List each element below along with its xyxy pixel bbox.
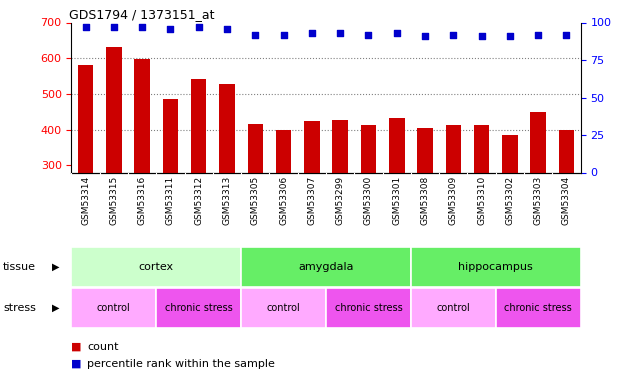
Text: GSM53309: GSM53309	[449, 176, 458, 225]
Text: tissue: tissue	[3, 262, 36, 272]
Bar	[326, 288, 411, 328]
Text: count: count	[87, 342, 119, 352]
Bar	[304, 121, 320, 172]
Bar	[276, 130, 291, 172]
Point	[477, 33, 487, 39]
Point	[250, 32, 260, 38]
Point	[109, 24, 119, 30]
Bar	[361, 125, 376, 172]
Text: GSM53314: GSM53314	[81, 176, 90, 225]
Text: chronic stress: chronic stress	[335, 303, 402, 313]
Bar	[219, 84, 235, 172]
Bar	[389, 118, 404, 172]
Bar	[502, 135, 518, 172]
Text: ■: ■	[71, 359, 82, 369]
Point	[137, 24, 147, 30]
Text: GSM53302: GSM53302	[505, 176, 514, 225]
Point	[392, 30, 402, 36]
Text: GSM53313: GSM53313	[222, 176, 232, 225]
Text: GSM53316: GSM53316	[138, 176, 147, 225]
Bar	[71, 288, 156, 328]
Text: control: control	[97, 303, 131, 313]
Text: control: control	[437, 303, 470, 313]
Text: stress: stress	[3, 303, 36, 313]
Point	[279, 32, 289, 38]
Text: GSM53303: GSM53303	[533, 176, 543, 225]
Text: amygdala: amygdala	[298, 262, 354, 272]
Bar	[163, 99, 178, 172]
Bar	[248, 124, 263, 172]
Point	[335, 30, 345, 36]
Text: hippocampus: hippocampus	[458, 262, 533, 272]
Text: GSM53310: GSM53310	[477, 176, 486, 225]
Bar	[411, 288, 496, 328]
Text: GSM53311: GSM53311	[166, 176, 175, 225]
Bar	[78, 65, 93, 172]
Bar	[559, 130, 574, 172]
Text: ▶: ▶	[52, 262, 59, 272]
Point	[81, 24, 91, 30]
Text: GSM53312: GSM53312	[194, 176, 203, 225]
Point	[561, 32, 571, 38]
Point	[222, 26, 232, 32]
Text: GSM53308: GSM53308	[420, 176, 430, 225]
Bar	[530, 112, 546, 172]
Point	[505, 33, 515, 39]
Text: GSM53315: GSM53315	[109, 176, 119, 225]
Text: ▶: ▶	[52, 303, 59, 313]
Bar	[71, 247, 241, 287]
Text: GSM53306: GSM53306	[279, 176, 288, 225]
Text: GDS1794 / 1373151_at: GDS1794 / 1373151_at	[69, 8, 214, 21]
Bar	[134, 59, 150, 172]
Bar	[332, 120, 348, 172]
Bar	[417, 128, 433, 172]
Bar	[496, 288, 581, 328]
Bar	[474, 124, 489, 172]
Text: chronic stress: chronic stress	[504, 303, 572, 313]
Point	[165, 26, 175, 32]
Bar	[445, 125, 461, 172]
Text: percentile rank within the sample: percentile rank within the sample	[87, 359, 275, 369]
Text: GSM53307: GSM53307	[307, 176, 316, 225]
Text: ■: ■	[71, 342, 82, 352]
Bar	[241, 247, 411, 287]
Point	[420, 33, 430, 39]
Point	[363, 32, 373, 38]
Text: GSM53300: GSM53300	[364, 176, 373, 225]
Bar	[411, 247, 581, 287]
Bar	[191, 79, 207, 172]
Text: GSM53299: GSM53299	[336, 176, 345, 225]
Point	[448, 32, 458, 38]
Text: cortex: cortex	[138, 262, 174, 272]
Bar	[156, 288, 241, 328]
Point	[194, 24, 204, 30]
Bar	[241, 288, 326, 328]
Bar	[106, 47, 122, 172]
Point	[307, 30, 317, 36]
Text: chronic stress: chronic stress	[165, 303, 233, 313]
Text: GSM53304: GSM53304	[562, 176, 571, 225]
Text: GSM53301: GSM53301	[392, 176, 401, 225]
Text: control: control	[266, 303, 301, 313]
Text: GSM53305: GSM53305	[251, 176, 260, 225]
Point	[533, 32, 543, 38]
